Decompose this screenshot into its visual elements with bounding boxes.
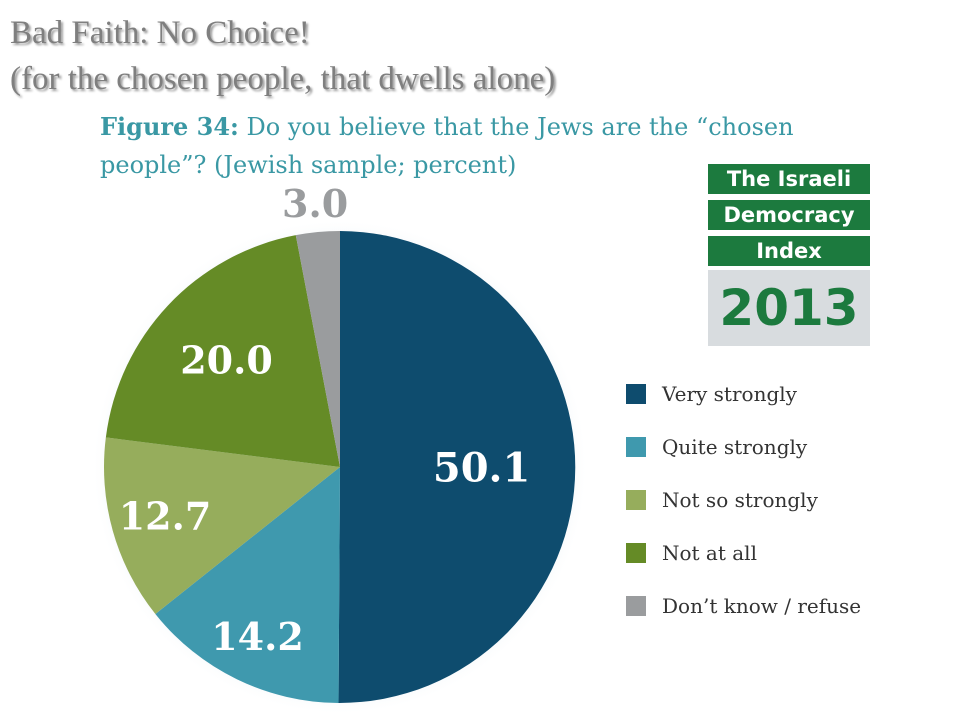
figure-label: Figure 34:: [100, 112, 239, 141]
slide-title-line-2: (for the chosen people, that dwells alon…: [10, 61, 556, 97]
legend-label: Very strongly: [662, 382, 797, 406]
figure-question-part-1: Do you believe that the Jews are the “ch…: [238, 113, 794, 141]
legend-label: Not so strongly: [662, 488, 818, 512]
legend-swatch: [626, 437, 646, 457]
pie-value-label: 14.2: [211, 614, 304, 659]
legend-label: Don’t know / refuse: [662, 594, 862, 618]
slide-title-line-1: Bad Faith: No Choice!: [10, 15, 310, 51]
pie-value-label: 50.1: [433, 444, 530, 491]
logo-year: 2013: [708, 270, 870, 346]
pie-value-labels: 50.1 14.2 12.7 20.0 3.0: [119, 181, 531, 659]
pie-value-label: 12.7: [119, 493, 212, 538]
logo-line-3: Index: [708, 236, 870, 266]
figure-caption-line-1: Figure 34: Do you believe that the Jews …: [100, 112, 794, 142]
legend-swatch: [626, 490, 646, 510]
pie-value-label: 20.0: [180, 338, 273, 383]
legend-swatch: [626, 384, 646, 404]
pie-slice-not-so-strongly: [103, 437, 341, 614]
logo-line-2: Democracy: [708, 200, 870, 230]
legend-label: Quite strongly: [662, 435, 808, 459]
pie-slice-very-strongly: [338, 231, 576, 704]
pie-slice-don-t-know-refuse: [295, 231, 340, 467]
pie-slice-not-at-all: [105, 235, 340, 467]
legend-swatch: [626, 543, 646, 563]
legend-label: Not at all: [662, 541, 757, 565]
legend-swatch: [626, 596, 646, 616]
logo-line-1: The Israeli: [708, 164, 870, 194]
figure-caption-line-2: people”? (Jewish sample; percent): [100, 151, 517, 179]
pie-slice-quite-strongly: [155, 467, 340, 703]
pie-value-label: 3.0: [282, 181, 348, 226]
pie-slices: [103, 231, 576, 704]
